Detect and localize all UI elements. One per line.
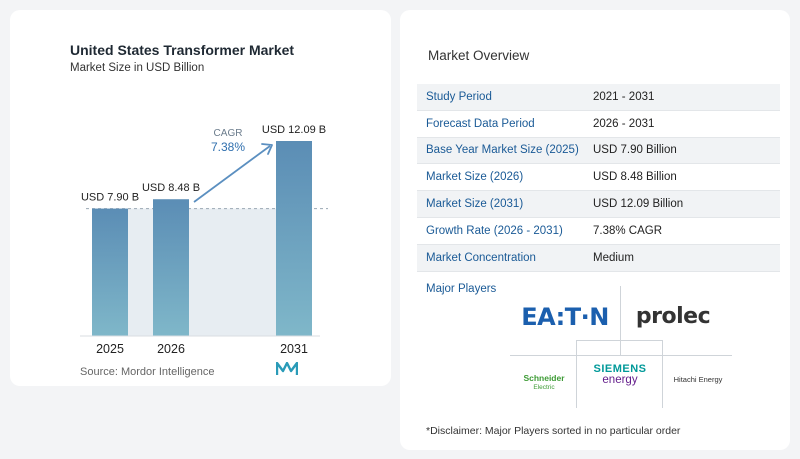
row-label: Forecast Data Period [426,117,535,130]
cagr-value: 7.38% [211,140,245,154]
source-note: Source: Mordor Intelligence [80,366,215,378]
overview-row-concentration: Market Concentration Medium [417,244,780,272]
players-grid-divider [576,340,577,408]
row-label: Market Size (2026) [426,171,524,184]
eaton-logo: EA:T·N [521,303,609,331]
row-value: 2026 - 2031 [593,117,655,130]
schneider-sub: Electric [533,384,555,391]
cagr-arrow [193,145,271,203]
tick-label-2026: 2026 [157,342,185,356]
major-players-title: Major Players [426,283,497,295]
cagr-label: CAGR [214,128,243,139]
overview-row-base-year-size: Base Year Market Size (2025) USD 7.90 Bi… [417,137,780,165]
row-value: Medium [593,251,634,264]
row-value: USD 12.09 Billion [593,198,684,211]
overview-row-growth-rate: Growth Rate (2026 - 2031) 7.38% CAGR [417,218,780,245]
players-grid-divider [510,355,732,356]
overview-row-size-2026: Market Size (2026) USD 8.48 Billion [417,164,780,192]
cagr-arrow-head-icon [261,143,273,155]
bar-2031 [276,141,312,336]
row-value: 7.38% CAGR [593,224,663,237]
overview-title: Market Overview [428,48,530,63]
chart-title: United States Transformer Market [70,42,295,58]
overview-card [400,10,790,450]
overview-row-size-2031: Market Size (2031) USD 12.09 Billion [417,191,780,218]
data-label-2025: USD 7.90 B [81,192,139,204]
mordor-intelligence-logo-icon [276,362,298,375]
siemens-line-2: energy [602,374,638,386]
row-label: Growth Rate (2026 - 2031) [426,224,563,237]
siemens-line-1: SIEMENS [593,363,647,375]
prolec-logo: prolec [635,303,711,329]
schneider-electric-logo: Schneider Electric [518,372,570,394]
hitachi-energy-logo: Hitachi Energy [673,374,723,384]
chart-subtitle: Market Size in USD Billion [70,62,205,74]
row-label: Study Period [426,90,492,103]
players-grid-divider [576,340,663,341]
data-label-2031: USD 12.09 B [262,124,326,136]
schneider-name: Schneider [523,373,565,383]
row-value: USD 8.48 Billion [593,171,677,184]
players-grid-divider [662,340,663,408]
disclaimer: *Disclaimer: Major Players sorted in no … [426,425,681,437]
overview-table: Study Period 2021 - 2031 Forecast Data P… [417,84,780,272]
bar-2025 [92,208,128,336]
row-value: USD 7.90 Billion [593,144,677,157]
row-label: Market Concentration [426,251,536,264]
overview-row-forecast-period: Forecast Data Period 2026 - 2031 [417,111,780,138]
reference-band [128,208,276,336]
bar-chart: USD 7.90 B 2025 USD 8.48 B 2026 USD 12.09 B 2… [80,124,328,356]
data-label-2026: USD 8.48 B [142,182,200,194]
siemens-energy-logo: SIEMENS energy [588,362,652,388]
row-label: Market Size (2031) [426,198,524,211]
tick-label-2031: 2031 [280,342,308,356]
overview-row-study-period: Study Period 2021 - 2031 [417,84,780,111]
players-grid-divider [620,286,621,356]
bar-2026 [153,199,189,336]
row-label: Base Year Market Size (2025) [426,144,579,157]
tick-label-2025: 2025 [96,342,124,356]
row-value: 2021 - 2031 [593,90,655,103]
